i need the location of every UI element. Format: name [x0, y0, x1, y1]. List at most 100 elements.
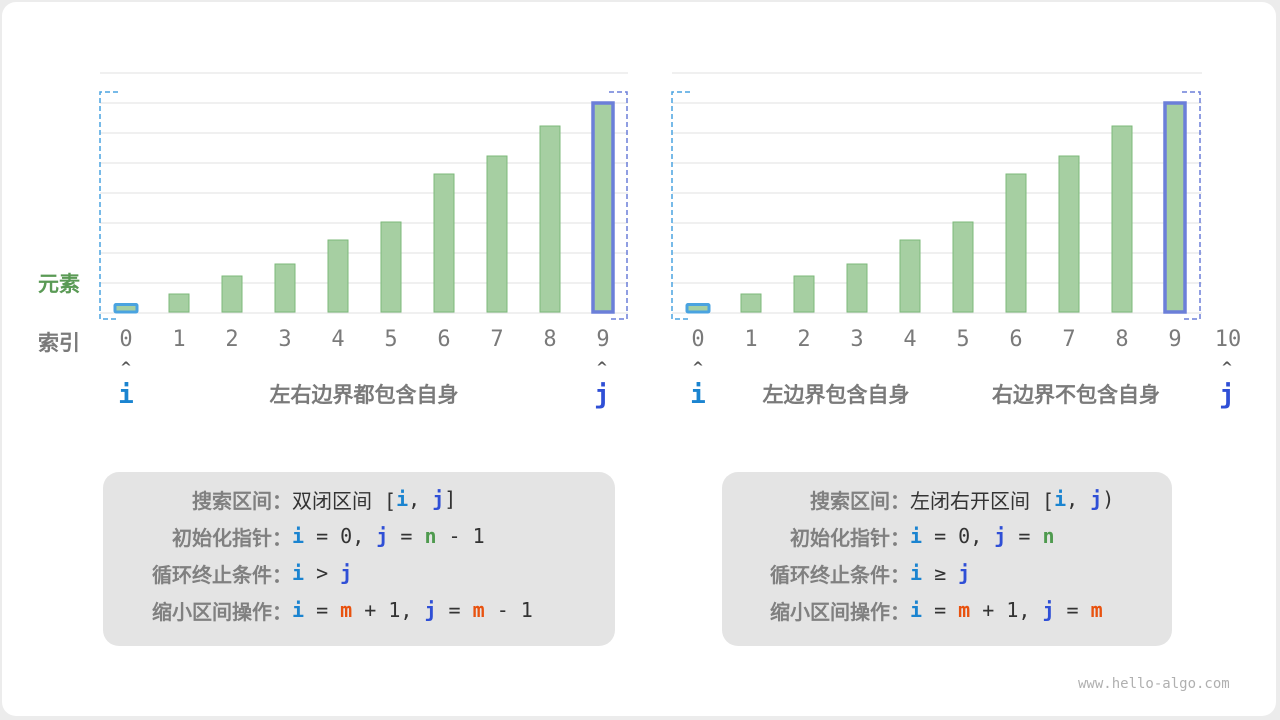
bar-9-highlighted [1163, 101, 1187, 314]
info-row-value: j [958, 561, 971, 585]
info-row: 缩小区间操作： i = m + 1, j = m [710, 595, 1103, 625]
element-label: 元素 [38, 272, 80, 296]
bar-5 [380, 221, 402, 313]
info-row-value: = [304, 598, 341, 622]
info-row-value: j [1042, 598, 1055, 622]
index-6: 6 [1009, 327, 1023, 352]
index-3: 3 [278, 327, 292, 352]
info-row-value: ≥ [922, 561, 959, 585]
index-10: 10 [1214, 327, 1242, 352]
index-0: 0 [119, 327, 133, 352]
info-row-value: j [376, 524, 389, 548]
index-1: 1 [172, 327, 186, 352]
index-0: 0 [691, 327, 705, 352]
info-row: 搜索区间： 左闭右开区间 [i, j) [710, 484, 1114, 514]
info-row-value: i [292, 561, 305, 585]
info-row-value: = [388, 524, 425, 548]
info-row-value: + 1, [352, 598, 425, 622]
bar-6 [433, 173, 455, 313]
info-row-value: i [910, 598, 923, 622]
info-row-value: = 0, [922, 524, 995, 548]
info-row-value: i [1054, 487, 1067, 511]
info-row-value: m [472, 598, 485, 622]
bar-8 [1111, 125, 1133, 313]
bar-6 [1005, 173, 1027, 313]
info-row-value: m [958, 598, 971, 622]
info-row-value: > [304, 561, 341, 585]
index-3: 3 [850, 327, 864, 352]
info-row-value: m [340, 598, 353, 622]
info-row-value: i [292, 598, 305, 622]
left-bracket [671, 91, 690, 320]
index-2: 2 [225, 327, 239, 352]
bar-2 [221, 275, 243, 313]
info-row-value: i [910, 524, 923, 548]
bar-8 [539, 125, 561, 313]
bar-1 [168, 293, 190, 313]
info-row-label: 初始化指针： [172, 525, 292, 550]
bar-5 [952, 221, 974, 313]
info-row-label: 搜索区间： [192, 488, 292, 513]
left-caption: 左右边界都包含自身 [269, 383, 459, 407]
info-row-value: ] [444, 487, 457, 511]
info-row: 初始化指针： i = 0, j = n - 1 [92, 521, 485, 551]
pointer-j-right: j [1219, 380, 1235, 410]
index-9: 9 [596, 327, 610, 352]
info-row-value: = [1006, 524, 1043, 548]
right-caption-left: 左边界包含自身 [762, 383, 910, 407]
i-arrow-icon: ^ [120, 360, 132, 376]
index-9: 9 [1168, 327, 1182, 352]
pointer-i-left: i [118, 380, 134, 410]
info-row-value: j [340, 561, 353, 585]
pointer-i-right: i [690, 380, 706, 410]
info-row-value: j [994, 524, 1007, 548]
bar-4 [327, 239, 349, 313]
bar-7 [1058, 155, 1080, 313]
info-row-value: - 1 [436, 524, 485, 548]
right-caption-right: 右边界不包含自身 [992, 383, 1160, 407]
i-arrow-icon: ^ [692, 360, 704, 376]
info-row-label: 循环终止条件： [770, 562, 910, 587]
info-row-value: 双闭区间 [ [292, 488, 397, 513]
info-row-value: n [424, 524, 437, 548]
info-row-value: j [424, 598, 437, 622]
index-8: 8 [543, 327, 557, 352]
info-row-value: i [910, 561, 923, 585]
info-row-label: 初始化指针： [790, 525, 910, 550]
j-arrow-icon: ^ [596, 360, 608, 376]
info-row-value: = [1054, 598, 1091, 622]
index-7: 7 [1062, 327, 1076, 352]
right-bracket [609, 91, 628, 320]
index-2: 2 [797, 327, 811, 352]
info-row-label: 缩小区间操作： [152, 599, 292, 624]
info-row: 初始化指针： i = 0, j = n [710, 521, 1055, 551]
pointer-j-left: j [594, 380, 610, 410]
info-row-value: i [396, 487, 409, 511]
watermark: www.hello-algo.com [1078, 676, 1230, 692]
info-row-value: j [1090, 487, 1103, 511]
index-5: 5 [384, 327, 398, 352]
info-row-label: 缩小区间操作： [770, 599, 910, 624]
info-row-value: + 1, [970, 598, 1043, 622]
info-row-value: = [922, 598, 959, 622]
index-1: 1 [744, 327, 758, 352]
index-label: 索引 [38, 331, 80, 355]
bar-9-highlighted [591, 101, 615, 314]
info-row-value: 左闭右开区间 [ [910, 488, 1055, 513]
right-bracket [1182, 91, 1201, 320]
bar-4 [899, 239, 921, 313]
info-row-value: = 0, [304, 524, 377, 548]
info-row-value: j [432, 487, 445, 511]
info-row: 搜索区间： 双闭区间 [i, j] [92, 484, 456, 514]
info-row-value: n [1042, 524, 1055, 548]
info-row-value: , [408, 487, 433, 511]
left-bracket [99, 91, 118, 320]
bar-3 [846, 263, 868, 313]
bar-0-highlighted [113, 303, 139, 314]
info-row-label: 搜索区间： [810, 488, 910, 513]
bar-2 [793, 275, 815, 313]
index-6: 6 [437, 327, 451, 352]
left-info-box [103, 472, 615, 646]
bar-3 [274, 263, 296, 313]
